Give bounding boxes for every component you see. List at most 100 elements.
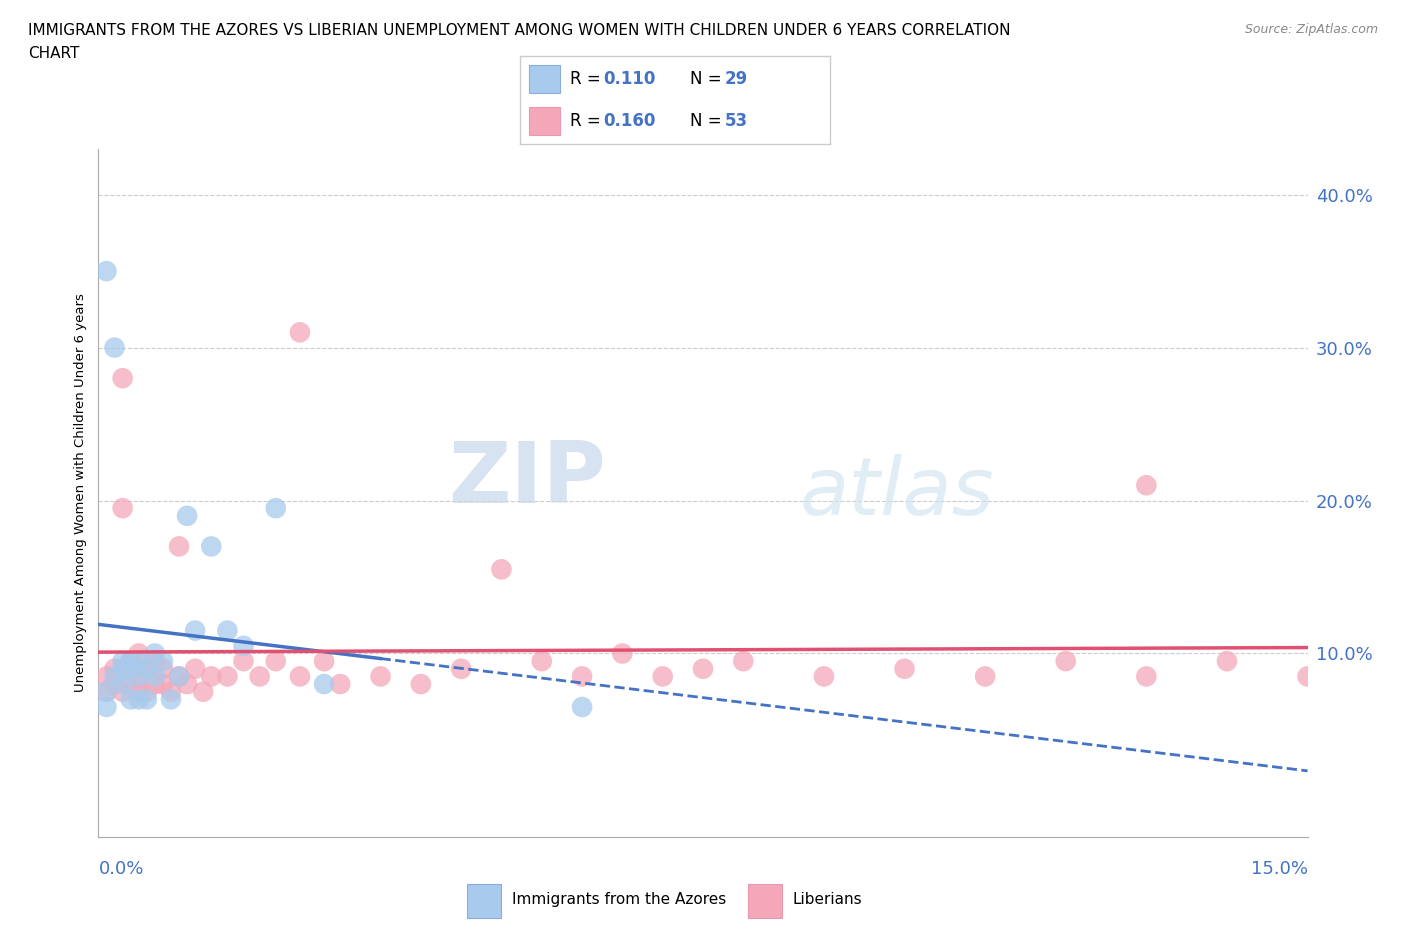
Text: 0.160: 0.160 <box>603 113 657 130</box>
Point <box>232 654 254 669</box>
Point <box>692 661 714 676</box>
Point <box>314 654 336 669</box>
Point <box>200 539 222 554</box>
Text: 15.0%: 15.0% <box>1250 860 1308 878</box>
Point <box>733 654 755 669</box>
Point <box>120 654 142 669</box>
Point <box>288 325 311 339</box>
Point <box>96 669 118 684</box>
Point <box>120 692 142 707</box>
Y-axis label: Unemployment Among Women with Children Under 6 years: Unemployment Among Women with Children U… <box>75 294 87 692</box>
Bar <box>467 884 501 918</box>
Point <box>264 500 287 515</box>
Point <box>612 646 634 661</box>
Point <box>135 661 157 676</box>
Point <box>128 654 150 669</box>
Point <box>128 692 150 707</box>
Point <box>96 699 118 714</box>
Point <box>176 677 198 692</box>
Point <box>152 654 174 669</box>
Point <box>370 669 392 684</box>
Point <box>143 669 166 684</box>
Point <box>96 264 118 279</box>
Point <box>1135 669 1157 684</box>
Point <box>120 654 142 669</box>
Point <box>530 654 553 669</box>
Point <box>135 692 157 707</box>
Text: Liberians: Liberians <box>793 892 863 908</box>
Text: Immigrants from the Azores: Immigrants from the Azores <box>512 892 725 908</box>
Point <box>103 669 125 684</box>
Text: R =: R = <box>569 113 606 130</box>
Point <box>184 623 207 638</box>
Point <box>571 669 593 684</box>
Bar <box>748 884 782 918</box>
Text: N =: N = <box>690 70 727 87</box>
Point <box>167 669 190 684</box>
Point <box>103 661 125 676</box>
Point <box>200 669 222 684</box>
Point <box>450 661 472 676</box>
Point <box>143 646 166 661</box>
Text: 0.110: 0.110 <box>603 70 657 87</box>
Point <box>111 661 134 676</box>
Point <box>103 340 125 355</box>
Bar <box>530 65 561 93</box>
Point <box>232 638 254 653</box>
Point <box>111 500 134 515</box>
Point <box>160 692 183 707</box>
Point <box>143 677 166 692</box>
Text: atlas: atlas <box>800 454 994 532</box>
Text: 29: 29 <box>724 70 748 87</box>
Point <box>167 539 190 554</box>
Point <box>120 677 142 692</box>
Point <box>571 699 593 714</box>
Point <box>813 669 835 684</box>
Point <box>974 669 997 684</box>
Text: IMMIGRANTS FROM THE AZORES VS LIBERIAN UNEMPLOYMENT AMONG WOMEN WITH CHILDREN UN: IMMIGRANTS FROM THE AZORES VS LIBERIAN U… <box>28 23 1011 38</box>
Point <box>193 684 215 699</box>
Point <box>1296 669 1319 684</box>
Point <box>111 654 134 669</box>
Point <box>217 669 239 684</box>
Text: 0.0%: 0.0% <box>98 860 143 878</box>
Text: CHART: CHART <box>28 46 80 61</box>
Point <box>184 661 207 676</box>
Point <box>128 669 150 684</box>
Point <box>1135 478 1157 493</box>
Point <box>329 677 352 692</box>
Text: R =: R = <box>569 70 606 87</box>
Point <box>217 623 239 638</box>
Point <box>651 669 673 684</box>
Point <box>152 661 174 676</box>
Point <box>893 661 915 676</box>
Point <box>120 661 142 676</box>
Point <box>128 669 150 684</box>
Point <box>491 562 513 577</box>
Point <box>111 371 134 386</box>
Point <box>167 669 190 684</box>
Point <box>135 661 157 676</box>
Point <box>111 684 134 699</box>
Point <box>96 684 118 699</box>
Point <box>249 669 271 684</box>
Point <box>176 509 198 524</box>
Point <box>96 684 118 699</box>
Point <box>103 677 125 692</box>
Point <box>160 684 183 699</box>
Point <box>1216 654 1239 669</box>
Point <box>111 661 134 676</box>
Point <box>288 669 311 684</box>
Text: ZIP: ZIP <box>449 438 606 521</box>
Point <box>264 654 287 669</box>
Point <box>120 661 142 676</box>
Text: 53: 53 <box>724 113 748 130</box>
Point <box>111 677 134 692</box>
Bar <box>530 107 561 136</box>
Text: Source: ZipAtlas.com: Source: ZipAtlas.com <box>1244 23 1378 36</box>
Point <box>314 677 336 692</box>
Point <box>409 677 432 692</box>
Point <box>128 646 150 661</box>
Point <box>128 684 150 699</box>
Point <box>135 684 157 699</box>
